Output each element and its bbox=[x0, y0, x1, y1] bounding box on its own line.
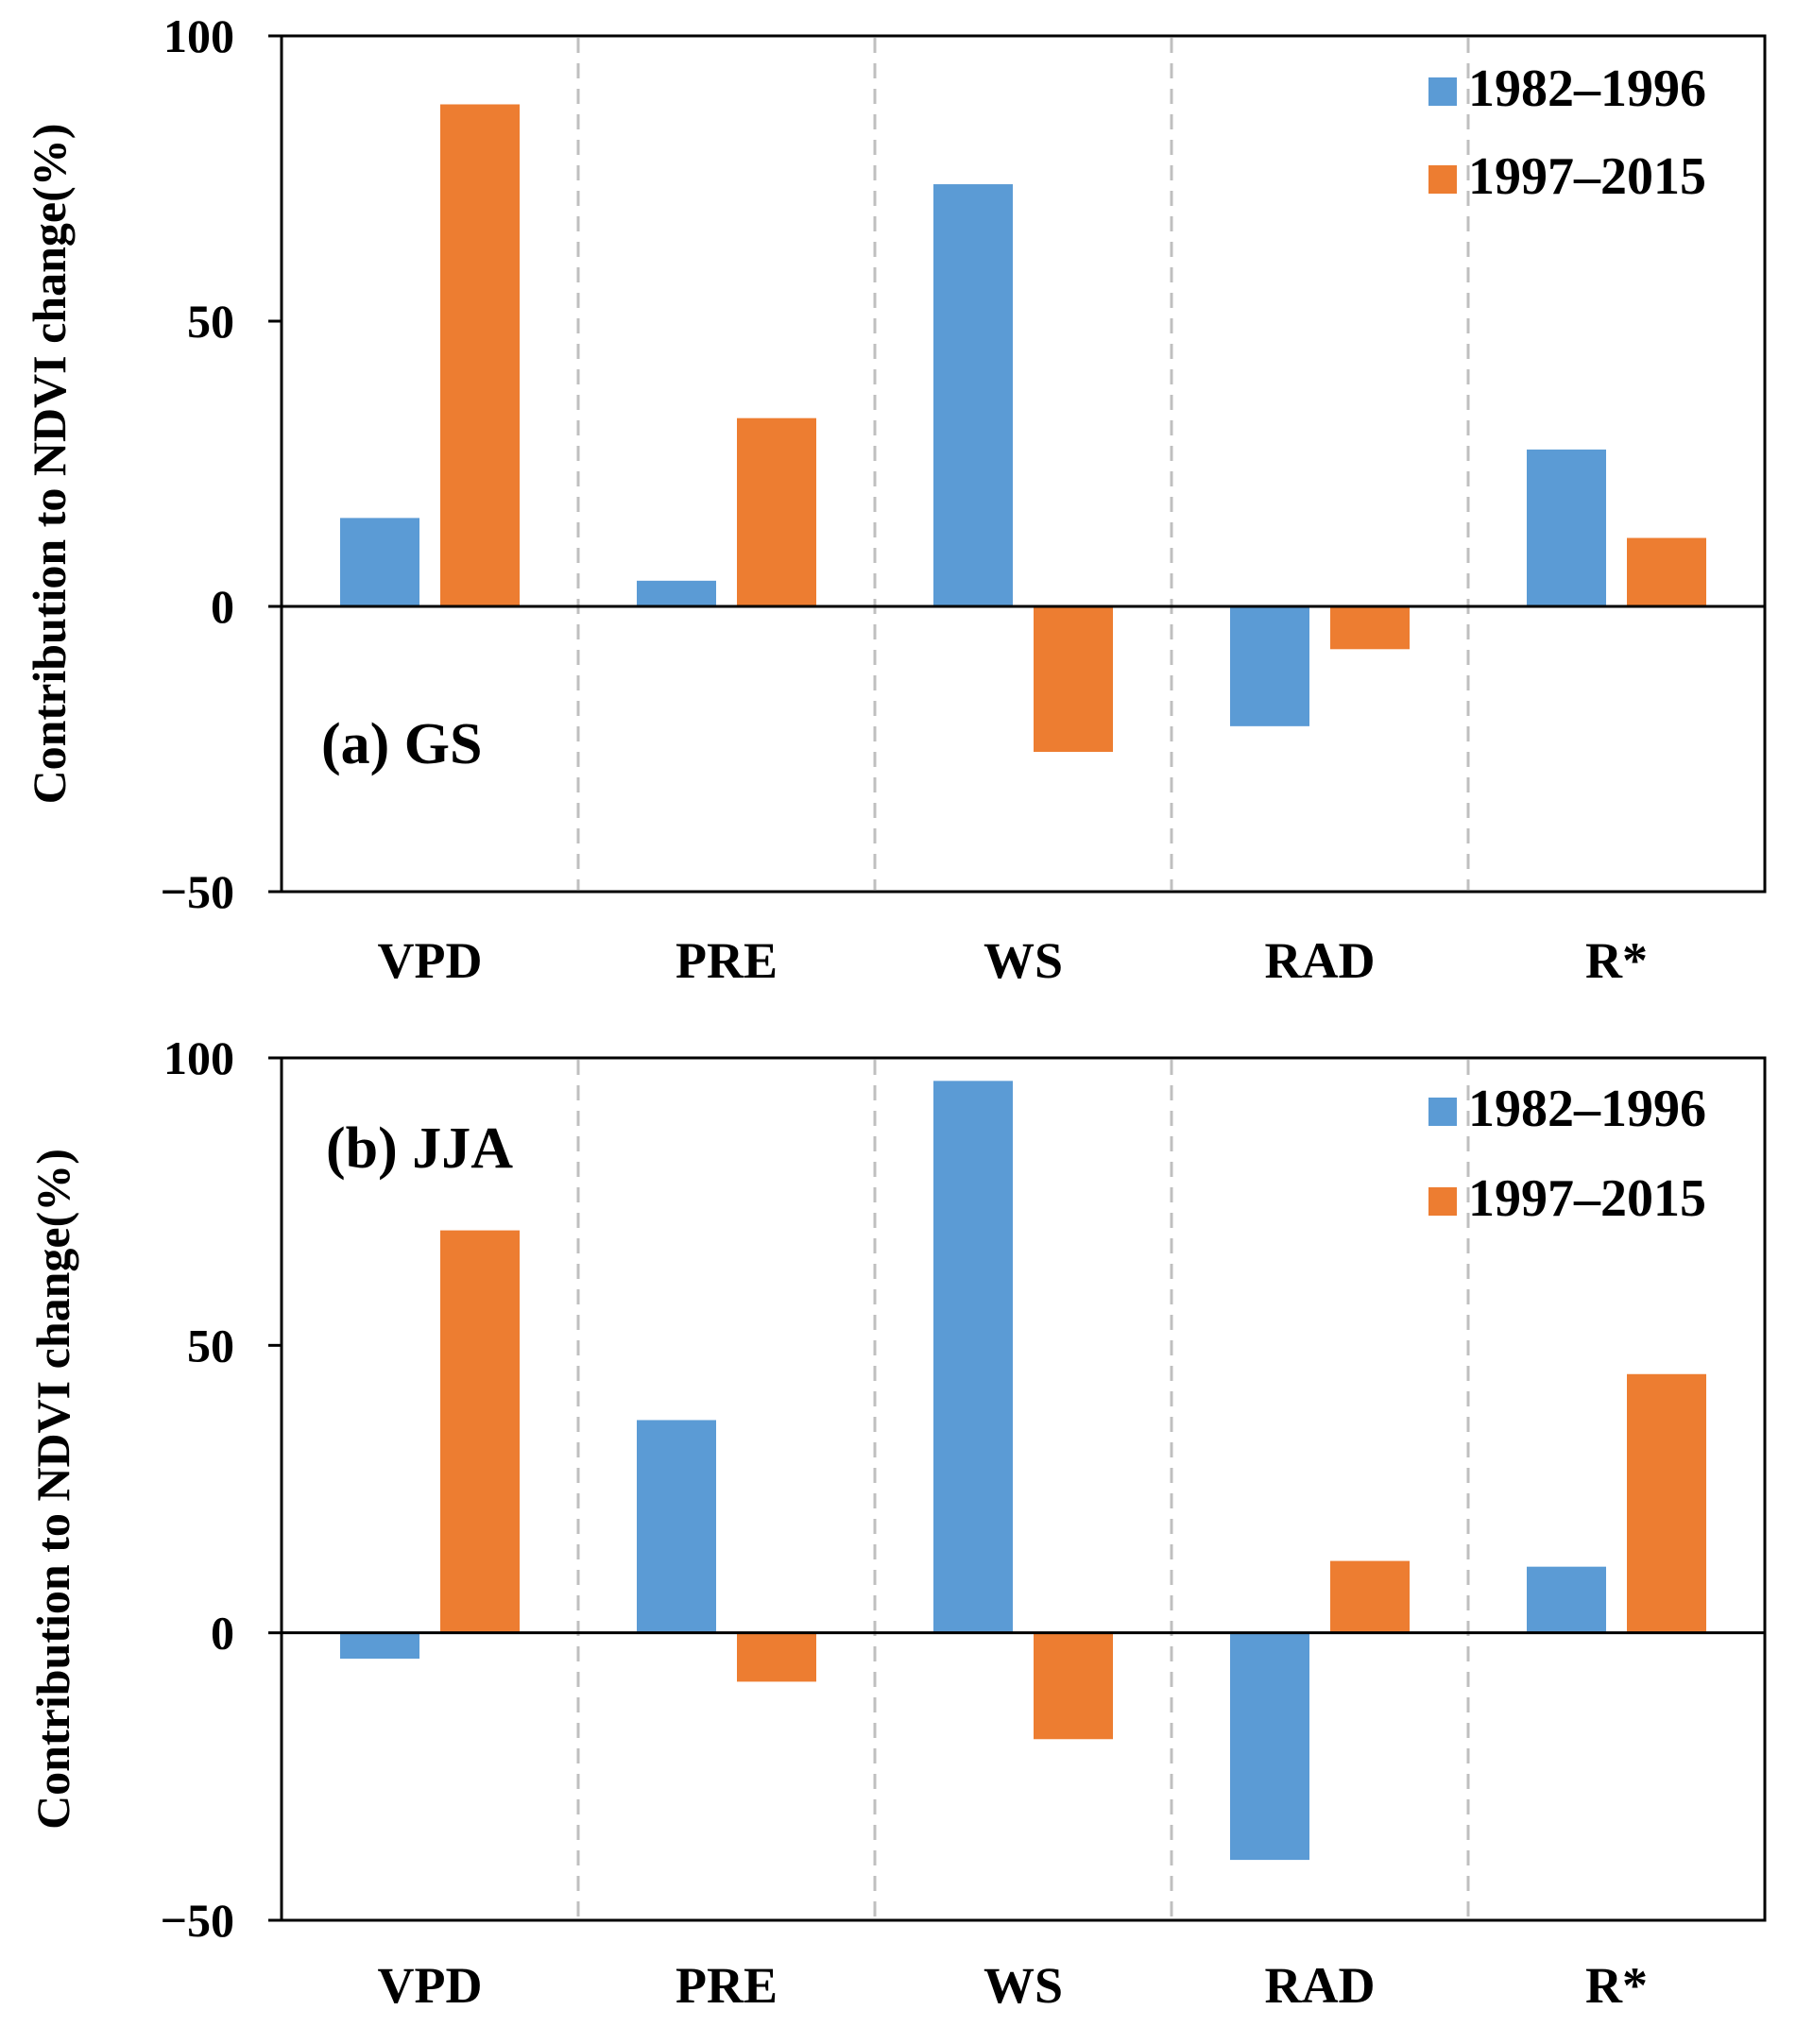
x-tick-label: WS bbox=[984, 932, 1063, 989]
bar-series2-pre bbox=[737, 1632, 816, 1682]
legend-label-2: 1997–2015 bbox=[1468, 1169, 1706, 1228]
bar-series2-vpd bbox=[440, 104, 520, 607]
bar-series1-rstar bbox=[1527, 449, 1606, 606]
y-axis-label: Contribution to NDVI change(%) bbox=[23, 124, 76, 805]
y-tick-label: −50 bbox=[161, 1894, 235, 1947]
plot-frame bbox=[280, 1056, 1767, 1922]
plot-frame bbox=[280, 34, 1767, 894]
bar-series1-vpd bbox=[340, 1632, 419, 1660]
x-tick-label: R* bbox=[1585, 932, 1648, 989]
y-tick-label: 100 bbox=[163, 1031, 234, 1084]
y-tick-label: 0 bbox=[211, 580, 234, 633]
panel-a: 100 50 0 −50 VPD PRE WS RAD R* Contribution to ND… bbox=[23, 9, 1767, 989]
bar-series2-rad bbox=[1330, 1560, 1410, 1633]
bar-series1-pre bbox=[637, 1420, 716, 1633]
legend-label-1: 1982–1996 bbox=[1468, 60, 1706, 118]
y-tick-label: 100 bbox=[163, 9, 234, 62]
x-tick-label: WS bbox=[984, 1957, 1063, 2014]
bar-series2-rstar bbox=[1627, 1373, 1706, 1633]
y-tick-label: −50 bbox=[161, 865, 235, 918]
legend-swatch-2 bbox=[1428, 165, 1457, 194]
y-axis-label: Contribution to NDVI change(%) bbox=[26, 1149, 79, 1830]
bar-series1-ws bbox=[933, 184, 1013, 607]
panel-label: (a) GS bbox=[321, 712, 483, 776]
bar-series1-rad bbox=[1230, 606, 1309, 726]
bar-series1-rad bbox=[1230, 1632, 1309, 1861]
panel-b: 100 50 0 −50 VPD PRE WS RAD R* Contribution to ND… bbox=[26, 1031, 1767, 2014]
x-tick-label: PRE bbox=[676, 932, 778, 989]
bar-series1-vpd bbox=[340, 518, 419, 606]
bar-series2-vpd bbox=[440, 1230, 520, 1633]
x-tick-label: R* bbox=[1585, 1957, 1648, 2014]
x-tick-label: VPD bbox=[378, 1957, 483, 2014]
x-tick-label: PRE bbox=[676, 1957, 778, 2014]
panel-label: (b) JJA bbox=[326, 1116, 513, 1181]
x-tick-label: RAD bbox=[1265, 1957, 1376, 2014]
bar-series1-rstar bbox=[1527, 1566, 1606, 1633]
legend-label-2: 1997–2015 bbox=[1468, 147, 1706, 206]
bar-series2-pre bbox=[737, 417, 816, 606]
bar-series2-ws bbox=[1034, 606, 1113, 753]
legend-swatch-1 bbox=[1428, 77, 1457, 106]
legend-swatch-2 bbox=[1428, 1187, 1457, 1216]
legend-label-1: 1982–1996 bbox=[1468, 1080, 1706, 1138]
y-tick-label: 50 bbox=[187, 1319, 234, 1371]
bar-series2-rstar bbox=[1627, 537, 1706, 606]
bar-series1-pre bbox=[637, 580, 716, 606]
y-tick-label: 50 bbox=[187, 295, 234, 348]
x-tick-label: VPD bbox=[378, 932, 483, 989]
x-tick-label: RAD bbox=[1265, 932, 1376, 989]
bar-series2-ws bbox=[1034, 1632, 1113, 1740]
bar-series1-ws bbox=[933, 1081, 1013, 1633]
y-tick-label: 0 bbox=[211, 1607, 234, 1660]
bar-series2-rad bbox=[1330, 606, 1410, 650]
legend-swatch-1 bbox=[1428, 1098, 1457, 1126]
